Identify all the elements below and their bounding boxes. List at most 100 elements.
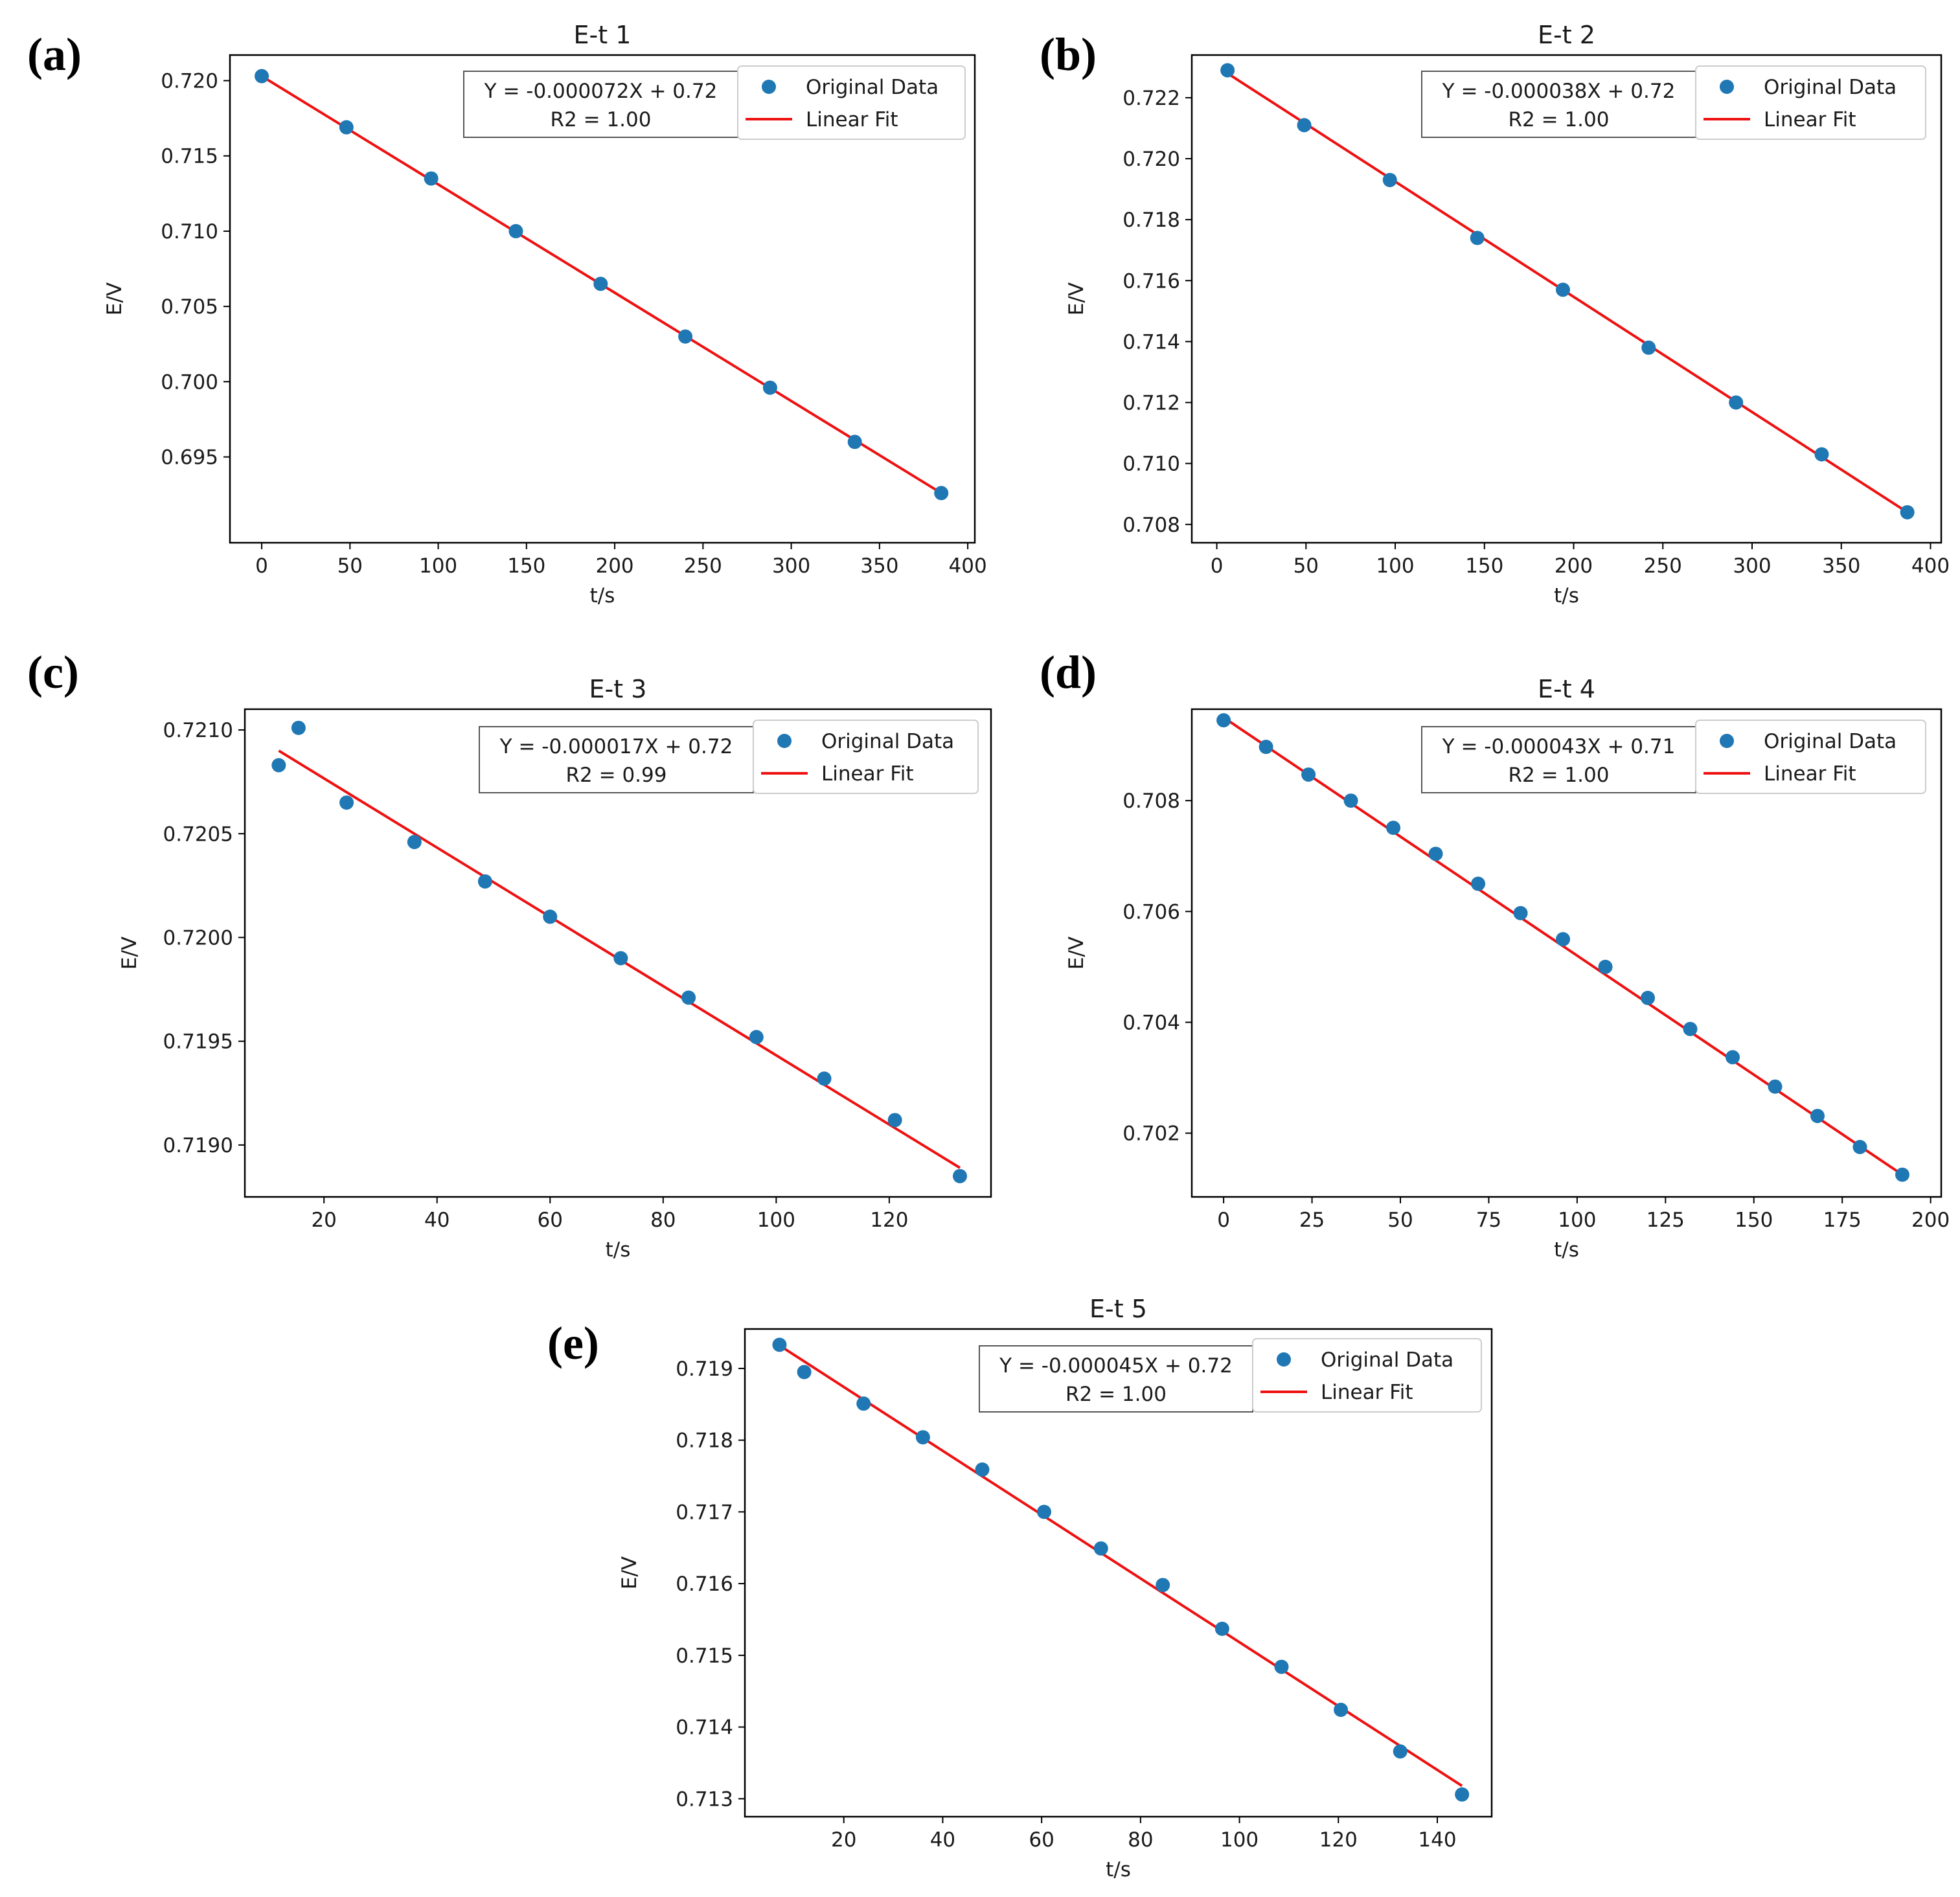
chart-panel-3: (c) E-t 3 20 40 60 80 100 120 0.7190 0.7195 0.7200… [27, 646, 992, 1262]
x-tick-label: 20 [311, 1209, 336, 1232]
legend-label-fit: Linear Fit [806, 108, 898, 131]
y-tick-label: 0.715 [161, 145, 218, 168]
x-tick-label: 300 [772, 554, 810, 578]
x-tick-label: 200 [1555, 554, 1593, 578]
x-tick-label: 400 [1911, 554, 1950, 578]
y-tick-label: 0.7210 [163, 719, 233, 742]
equation-box [979, 1345, 1253, 1413]
y-tick-label: 0.722 [1122, 87, 1180, 110]
data-point [593, 277, 608, 291]
panel-label: (b) [1040, 28, 1097, 80]
data-point [1259, 740, 1273, 755]
y-tick-label: 0.720 [1122, 148, 1180, 171]
x-tick-label: 140 [1418, 1828, 1456, 1852]
data-point [1768, 1079, 1783, 1094]
plot-frame [229, 54, 976, 544]
legend [1695, 65, 1926, 140]
y-tick-label: 0.714 [1122, 330, 1180, 354]
data-point [1297, 118, 1312, 133]
legend-marker [777, 734, 792, 748]
x-tick-label: 350 [860, 554, 898, 578]
y-tick-label: 0.708 [1122, 789, 1180, 813]
y-tick-label: 0.710 [1122, 453, 1180, 476]
data-point [613, 951, 628, 966]
fit-equation: Y = -0.000045X + 0.72 [999, 1354, 1233, 1378]
data-point [508, 223, 523, 238]
data-point [1555, 282, 1570, 297]
equation-box [463, 71, 738, 138]
y-tick-label: 0.715 [676, 1644, 733, 1668]
x-tick-label: 20 [831, 1828, 856, 1852]
data-point [543, 909, 558, 924]
chart-title: E-t 3 [589, 675, 647, 703]
y-tick-label: 0.7205 [163, 823, 233, 846]
data-point [1036, 1505, 1051, 1519]
legend-marker [762, 80, 776, 94]
fit-r2: R2 = 1.00 [1065, 1383, 1167, 1406]
y-tick-label: 0.720 [161, 70, 218, 93]
x-tick-label: 200 [1911, 1209, 1950, 1232]
data-point [953, 1168, 967, 1183]
y-tick-label: 0.713 [676, 1788, 733, 1811]
legend [753, 720, 979, 794]
data-point [1301, 767, 1316, 782]
legend [1252, 1338, 1482, 1413]
y-tick-label: 0.700 [161, 370, 218, 394]
chart-panel-4: (d) E-t 4 0 25 50 75 100 125 150 175 200 0.702 0.704… [1040, 646, 1950, 1262]
data-point [407, 835, 422, 850]
y-axis-label: E/V [103, 282, 126, 315]
panel-label: (c) [27, 646, 79, 698]
x-tick-label: 0 [255, 554, 268, 578]
y-tick-label: 0.706 [1122, 900, 1180, 924]
x-tick-label: 80 [650, 1209, 676, 1232]
fit-r2: R2 = 1.00 [551, 108, 652, 131]
data-point [1455, 1787, 1470, 1802]
y-tick-label: 0.7190 [163, 1134, 233, 1157]
x-tick-label: 125 [1647, 1209, 1685, 1232]
data-point [1428, 846, 1443, 861]
y-tick-label: 0.7200 [163, 926, 233, 949]
legend-label-data: Original Data [1764, 76, 1897, 99]
x-tick-label: 40 [424, 1209, 450, 1232]
y-tick-label: 0.695 [161, 446, 218, 470]
y-tick-label: 0.718 [1122, 209, 1180, 232]
data-point [887, 1113, 902, 1128]
equation-box [1421, 71, 1696, 138]
chart-title: E-t 1 [574, 21, 632, 49]
fit-r2: R2 = 0.99 [566, 764, 667, 787]
y-tick-label: 0.710 [161, 220, 218, 244]
data-point [477, 874, 492, 889]
legend-label-fit: Linear Fit [1321, 1381, 1413, 1404]
plot-frame [244, 708, 992, 1198]
equation-box [1421, 726, 1696, 793]
legend [737, 65, 966, 140]
chart-panel-5: (e) E-t 5 20 40 60 80 100 120 140 0.713 0.714 0.715… [547, 1295, 1493, 1881]
data-point [339, 120, 354, 135]
data-point [1683, 1021, 1698, 1036]
data-point [1216, 713, 1231, 728]
x-tick-label: 40 [930, 1828, 955, 1852]
data-point [1852, 1139, 1867, 1154]
legend-marker [1277, 1352, 1291, 1367]
data-point [424, 171, 439, 186]
x-tick-label: 250 [1644, 554, 1682, 578]
x-tick-label: 350 [1822, 554, 1860, 578]
data-point [681, 990, 696, 1005]
data-point [291, 720, 306, 735]
data-point [1470, 231, 1485, 245]
x-tick-label: 200 [595, 554, 633, 578]
plot-frame [1191, 54, 1943, 544]
y-tick-label: 0.708 [1122, 514, 1180, 537]
y-tick-label: 0.702 [1122, 1122, 1180, 1146]
legend-label-fit: Linear Fit [1764, 762, 1856, 786]
x-tick-label: 60 [538, 1209, 563, 1232]
x-tick-label: 50 [1293, 554, 1319, 578]
y-tick-label: 0.716 [1122, 269, 1180, 293]
x-tick-label: 80 [1128, 1828, 1153, 1852]
x-tick-label: 120 [870, 1209, 908, 1232]
data-point [271, 758, 286, 773]
data-point [1093, 1541, 1108, 1556]
data-point [772, 1337, 787, 1352]
data-point [1900, 505, 1915, 519]
data-point [1334, 1703, 1349, 1718]
